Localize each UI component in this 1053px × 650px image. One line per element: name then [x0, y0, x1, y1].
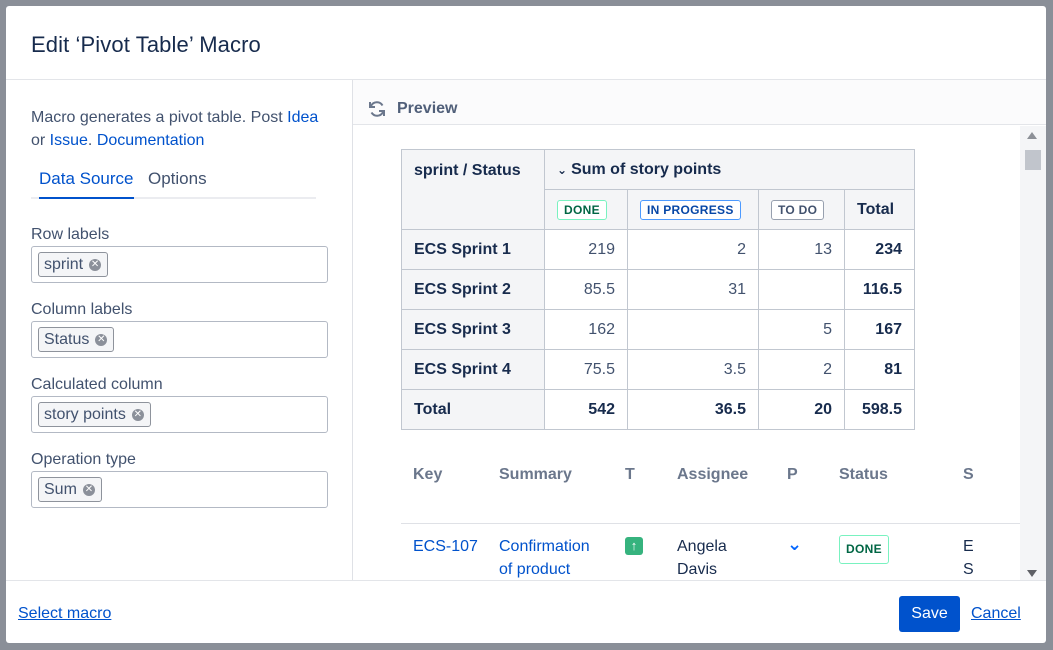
issue-assignee: Angela Davis	[677, 538, 727, 578]
preview-label: Preview	[397, 99, 458, 117]
scrollbar-thumb[interactable]	[1025, 150, 1041, 170]
table-row: ECS Sprint 3 162 5 167	[401, 309, 915, 350]
issue-table-header: Key Summary T Assignee P Status S	[401, 466, 1020, 524]
calculated-column-label: Calculated column	[31, 376, 163, 393]
column-labels-field[interactable]: Status ✕	[31, 321, 328, 358]
priority-low-icon: ⌄	[787, 534, 803, 554]
remove-chip-icon[interactable]: ✕	[131, 408, 144, 421]
cancel-button[interactable]: Cancel	[971, 605, 1021, 622]
col-status[interactable]: Status	[839, 466, 888, 483]
operation-type-chip: Sum ✕	[38, 477, 102, 502]
preview-toolbar: Preview	[353, 80, 1046, 125]
table-row: ECS Sprint 4 75.5 3.5 2 81	[401, 349, 915, 390]
col-assignee[interactable]: Assignee	[677, 466, 749, 483]
operation-type-label: Operation type	[31, 451, 136, 468]
issue-key-link[interactable]: ECS-107	[413, 538, 478, 555]
edit-macro-dialog: Edit ‘Pivot Table’ Macro Macro generates…	[6, 6, 1046, 643]
col-header-in-progress: IN PROGRESS	[627, 189, 759, 230]
macro-description: Macro generates a pivot table. Post Idea…	[31, 109, 319, 149]
table-row: ECS Sprint 1 219 2 13 234	[401, 229, 915, 270]
col-key[interactable]: Key	[413, 466, 443, 483]
pivot-table: sprint / Status ⌄ Sum of story points DON…	[401, 149, 915, 430]
save-button[interactable]: Save	[899, 596, 960, 632]
status-badge: DONE	[839, 535, 889, 564]
col-summary[interactable]: Summary	[499, 466, 572, 483]
pivot-corner-header: sprint / Status	[401, 149, 545, 230]
column-labels-label: Column labels	[31, 301, 133, 318]
row-labels-field[interactable]: sprint ✕	[31, 246, 328, 283]
row-labels-chip: sprint ✕	[38, 252, 109, 277]
pivot-group-header[interactable]: ⌄ Sum of story points	[544, 149, 915, 190]
settings-tabs: Data Source Options	[31, 169, 316, 199]
col-next[interactable]: S	[963, 466, 974, 483]
dialog-title: Edit ‘Pivot Table’ Macro	[31, 32, 261, 57]
calculated-column-field[interactable]: story points ✕	[31, 396, 328, 433]
tab-data-source[interactable]: Data Source	[39, 169, 134, 199]
issue-link[interactable]: Issue	[49, 132, 88, 149]
col-priority[interactable]: P	[787, 466, 798, 483]
dialog-footer: Select macro Save Cancel	[6, 580, 1046, 643]
preview-scrollbar[interactable]	[1020, 126, 1046, 580]
refresh-icon[interactable]	[367, 99, 387, 119]
remove-chip-icon[interactable]: ✕	[89, 258, 102, 271]
col-header-done: DONE	[544, 189, 628, 230]
remove-chip-icon[interactable]: ✕	[82, 483, 95, 496]
chevron-down-icon: ⌄	[557, 162, 568, 177]
preview-scroll-area: sprint / Status ⌄ Sum of story points DON…	[353, 126, 1020, 580]
column-labels-chip: Status ✕	[38, 327, 115, 352]
preview-panel: Preview sprint / Status ⌄ Sum of story po…	[353, 80, 1046, 580]
documentation-link[interactable]: Documentation	[96, 132, 205, 149]
scroll-down-icon[interactable]	[1027, 570, 1037, 577]
pivot-total-row: Total 542 36.5 20 598.5	[401, 389, 915, 430]
story-type-icon: ↑	[625, 537, 643, 555]
idea-link[interactable]: Idea	[287, 109, 319, 126]
operation-type-field[interactable]: Sum ✕	[31, 471, 328, 508]
dialog-header: Edit ‘Pivot Table’ Macro	[6, 6, 1046, 80]
macro-settings-panel: Macro generates a pivot table. Post Idea…	[6, 80, 353, 580]
issue-summary-link[interactable]: Confirmation of product	[499, 538, 590, 578]
col-header-total: Total	[844, 189, 915, 230]
calculated-column-chip: story points ✕	[38, 402, 151, 427]
col-header-to-do: TO DO	[758, 189, 845, 230]
select-macro-link[interactable]: Select macro	[18, 605, 112, 622]
dialog-body: Macro generates a pivot table. Post Idea…	[6, 80, 1046, 580]
row-labels-label: Row labels	[31, 226, 110, 243]
tab-options[interactable]: Options	[148, 169, 207, 188]
col-type[interactable]: T	[625, 466, 635, 483]
table-row: ECS Sprint 2 85.5 31 116.5	[401, 269, 915, 310]
scroll-up-icon[interactable]	[1027, 132, 1037, 139]
remove-chip-icon[interactable]: ✕	[95, 333, 108, 346]
